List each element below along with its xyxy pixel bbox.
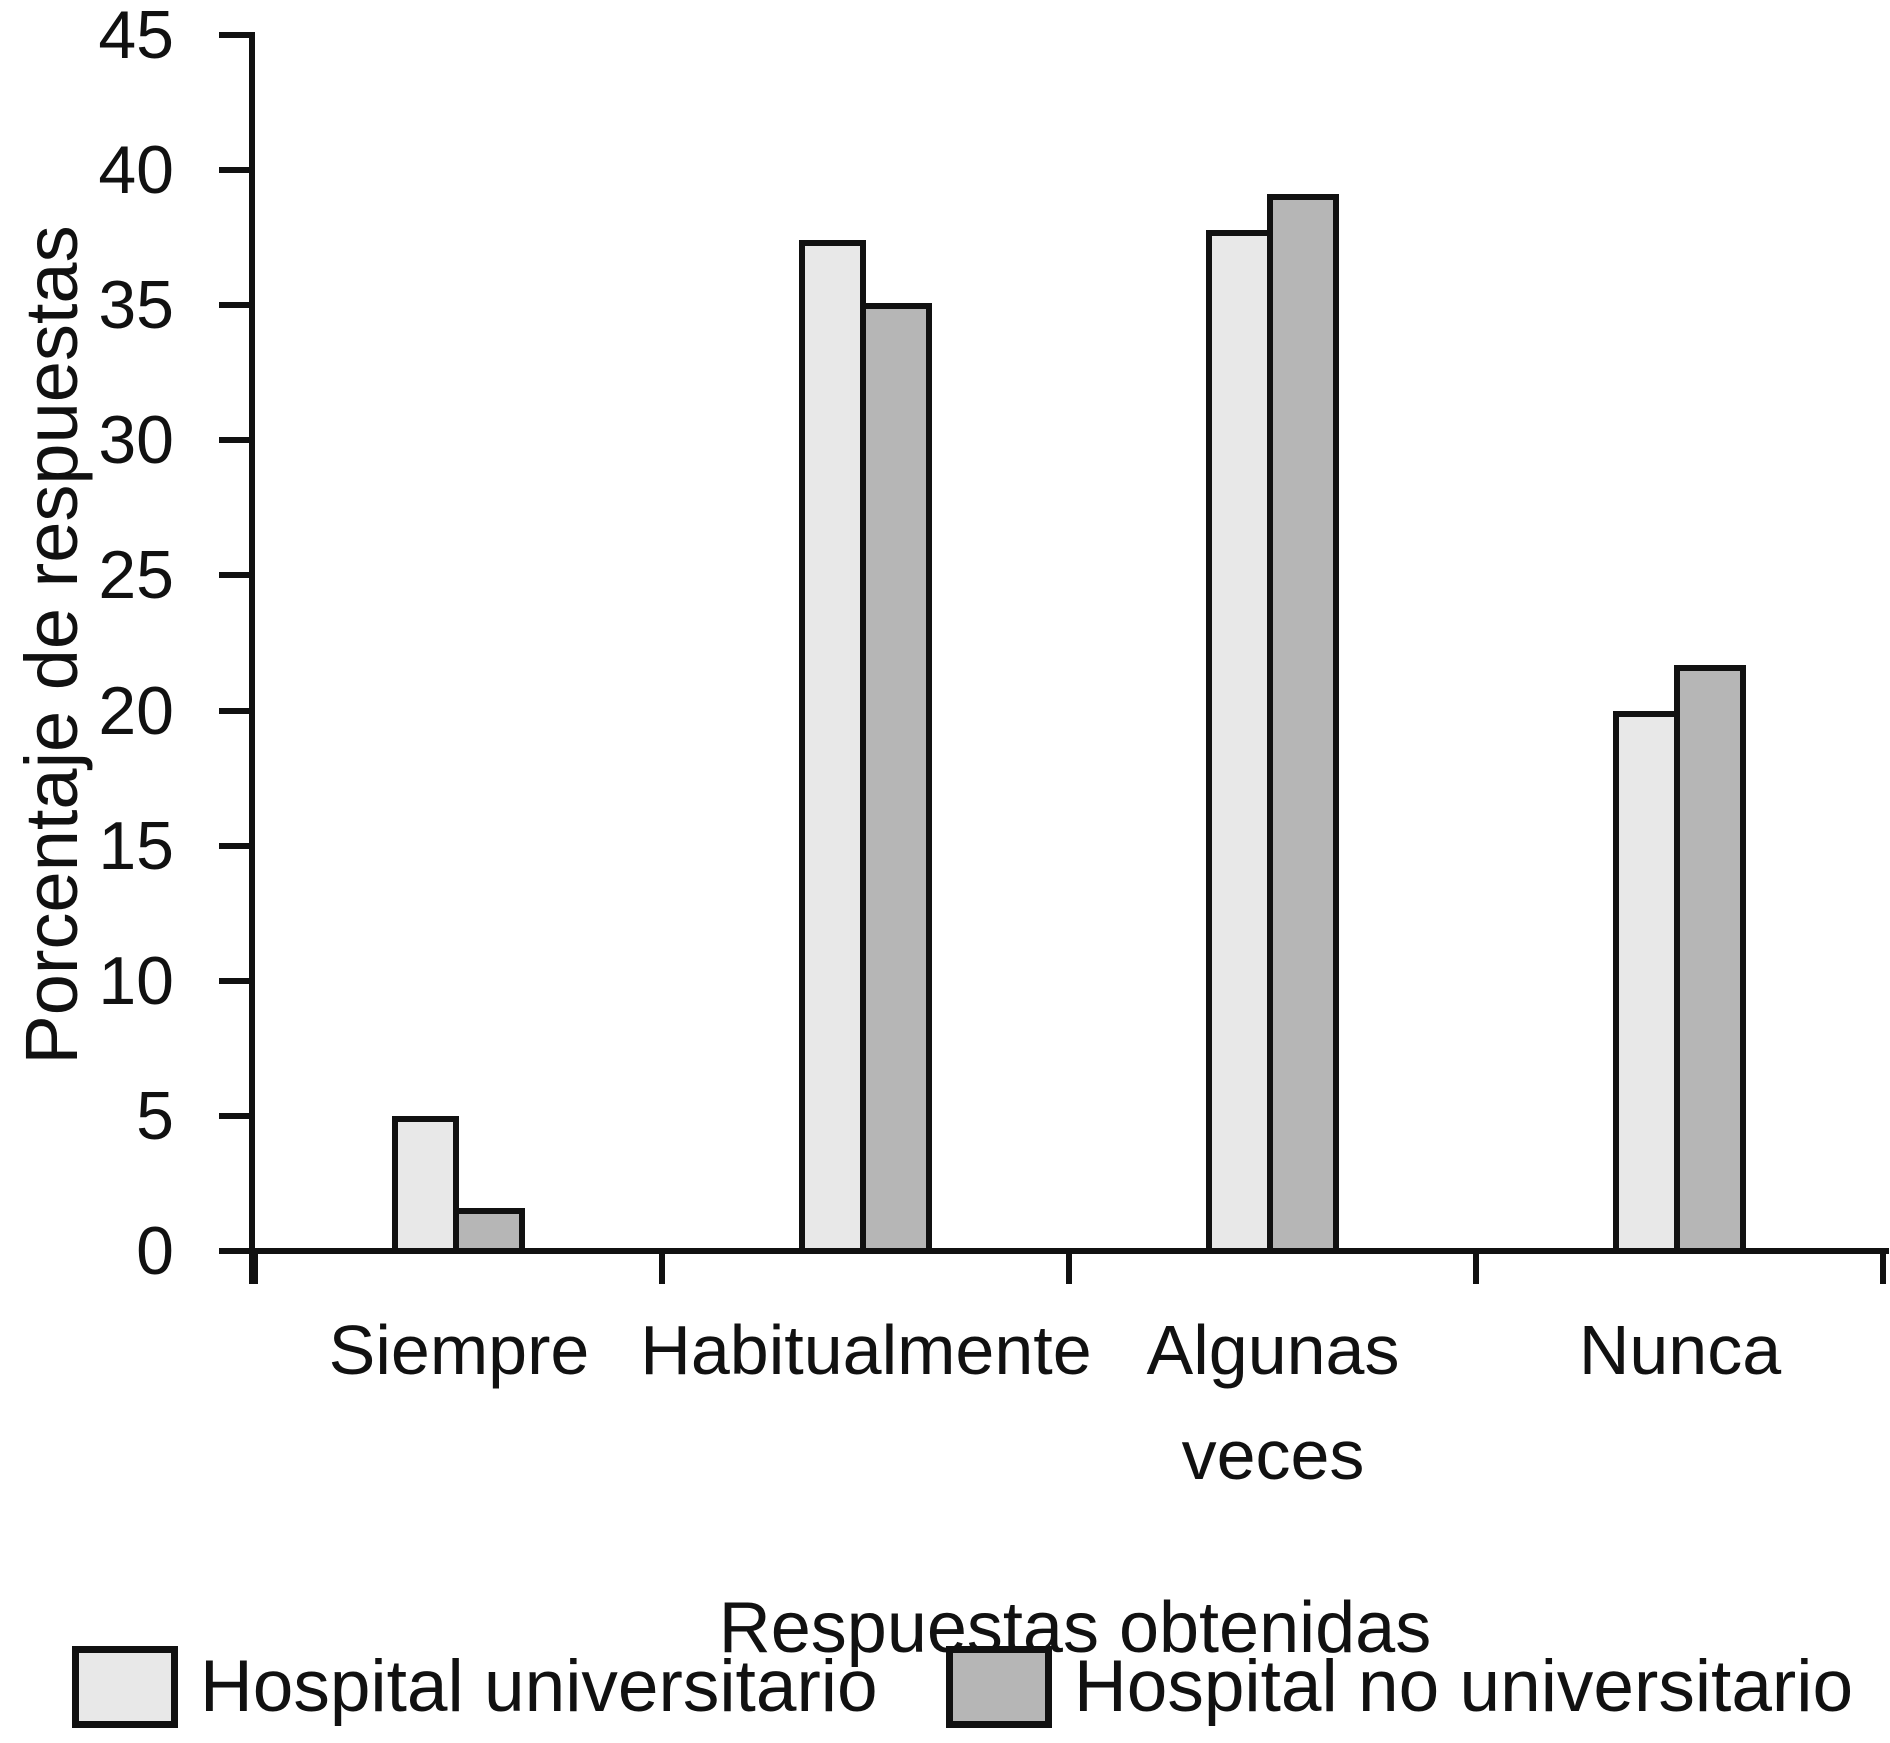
bar-hospital-universitario-habitualmente [799, 240, 866, 1254]
x-axis-title: Respuestas obtenidas [718, 1588, 1432, 1668]
x-category-label-line: Siempre [328, 1311, 590, 1389]
y-tick [219, 572, 249, 578]
legend-item-hospital-no-universitario: Hospital no universitario [946, 1645, 1853, 1729]
bar-hospital-no-universitario-habitualmente [860, 303, 932, 1254]
x-tick [1880, 1248, 1886, 1284]
x-category-label-nunca: Nunca [1405, 1298, 1890, 1403]
legend-swatch-hospital-no-universitario [946, 1646, 1052, 1728]
legend-item-hospital-universitario: Hospital universitario [72, 1645, 878, 1729]
x-category-label-line: veces [1181, 1416, 1365, 1494]
y-tick [219, 978, 249, 984]
bar-hospital-universitario-nunca [1613, 711, 1680, 1254]
y-tick [219, 437, 249, 443]
y-tick-label: 15 [98, 808, 174, 884]
y-tick [219, 1113, 249, 1119]
x-category-label-habitualmente: Habitualmente [591, 1298, 1141, 1403]
y-tick-label: 25 [98, 537, 174, 613]
x-tick [659, 1248, 665, 1284]
y-tick-label: 5 [136, 1078, 174, 1154]
y-tick-label: 35 [98, 267, 174, 343]
x-category-label-algunas-veces: Algunas veces [998, 1298, 1548, 1508]
x-tick [252, 1248, 258, 1284]
y-tick-label: 20 [98, 673, 174, 749]
legend-label-hospital-universitario: Hospital universitario [200, 1646, 878, 1727]
y-tick-label: 10 [98, 943, 174, 1019]
y-tick-label: 40 [98, 132, 174, 208]
x-category-label-line: Algunas [1146, 1311, 1400, 1389]
x-tick [1066, 1248, 1072, 1284]
y-tick-label: 45 [98, 0, 174, 73]
bar-hospital-universitario-algunas-veces [1206, 230, 1273, 1254]
y-tick-label: 30 [98, 402, 174, 478]
y-tick [219, 32, 249, 38]
bar-hospital-no-universitario-nunca [1674, 665, 1746, 1254]
y-tick [219, 302, 249, 308]
y-tick [219, 708, 249, 714]
legend-swatch-hospital-universitario [72, 1646, 178, 1728]
legend-label-hospital-no-universitario: Hospital no universitario [1074, 1646, 1854, 1727]
x-category-label-line: Nunca [1578, 1311, 1782, 1389]
x-tick [1473, 1248, 1479, 1284]
y-tick [219, 843, 249, 849]
x-category-label-siempre: Siempre [184, 1298, 734, 1403]
y-axis-line [249, 32, 255, 1284]
bar-hospital-universitario-siempre [392, 1116, 459, 1254]
bar-hospital-no-universitario-algunas-veces [1267, 194, 1339, 1254]
y-tick-label: 0 [136, 1213, 174, 1289]
y-tick [219, 167, 249, 173]
y-tick [219, 1248, 249, 1254]
x-category-label-line: Habitualmente [640, 1311, 1092, 1389]
